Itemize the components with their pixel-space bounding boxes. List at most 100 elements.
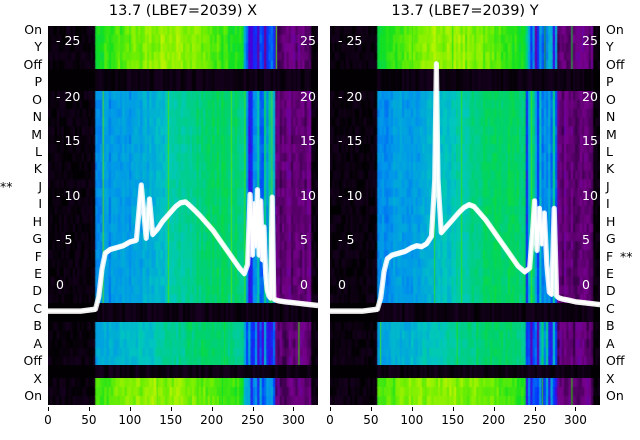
inner-ytick-label-right: 0 [338, 277, 346, 292]
heatmap-data-row [330, 26, 600, 69]
x-tick-mark-right [575, 407, 577, 411]
axis-category-label-left-I: I [38, 196, 42, 212]
axis-category-label-left-Y: Y [34, 39, 42, 55]
axis-category-label-right-P: P [606, 74, 614, 90]
inner-ytick-label-right: - 5 [338, 232, 355, 247]
axis-category-label-left-F: F [34, 248, 42, 264]
spectrogram-panel-right[interactable] [330, 26, 600, 405]
trace-path [330, 62, 600, 313]
axis-category-label-left-O: O [32, 91, 42, 107]
x-tick-mark-right [452, 407, 454, 411]
heatmap-right [330, 26, 600, 405]
inner-ytick-label-left: - 10 [56, 188, 81, 203]
inner-ytick-label-right-mirror: 25 [582, 33, 598, 48]
axis-category-label-right-D: D [606, 283, 616, 299]
x-tick-label-left: 150 [159, 413, 183, 427]
axis-category-label-right-Y: Y [606, 39, 614, 55]
x-tick-mark-left [252, 407, 254, 411]
inner-ytick-label-right-mirror: 15 [582, 133, 598, 148]
heatmap-data-row [48, 26, 318, 69]
heatmap-data-row [330, 378, 600, 405]
axis-category-label-right-H: H [606, 213, 616, 229]
heatmap-gap-row [330, 69, 600, 91]
axis-category-label-left-K: K [33, 161, 42, 177]
heatmap-gap-row [330, 303, 600, 322]
x-tick-label-right: 300 [564, 413, 587, 427]
x-tick-mark-left [293, 407, 295, 411]
axis-category-label-right-Off: Off [606, 353, 625, 369]
x-tick-label-right: 100 [400, 413, 424, 427]
inner-ytick-label-right-mirror: 0 [582, 277, 590, 292]
x-tick-mark-right [534, 407, 536, 411]
x-tick-label-left: 200 [200, 413, 224, 427]
inner-ytick-label-left: - 15 [56, 133, 81, 148]
axis-category-label-right-X: X [606, 370, 615, 386]
x-tick-mark-right [411, 407, 413, 411]
axis-category-label-left-On: On [24, 388, 42, 403]
trace-path [330, 61, 600, 314]
axis-category-label-left-J: J [38, 178, 42, 194]
x-tick-mark-left [88, 407, 90, 411]
inner-ytick-label-right: - 15 [338, 133, 363, 148]
inner-ytick-label-right-mirror: 20 [582, 89, 598, 104]
x-tick-mark-left [48, 407, 49, 411]
trace-path [48, 182, 318, 310]
x-tick-mark-left [211, 407, 213, 411]
trace-path [48, 186, 318, 314]
axis-category-label-right-I: I [606, 196, 610, 212]
heatmap-gap-row [48, 69, 318, 91]
inner-ytick-label-left: - 25 [56, 33, 81, 48]
axis-category-label-left-G: G [32, 231, 42, 247]
x-tick-mark-left [170, 407, 172, 411]
x-tick-label-right: 150 [441, 413, 465, 427]
x-tick-mark-right [330, 407, 331, 411]
axis-category-label-left-E: E [34, 266, 42, 281]
axis-category-label-left-D: D [32, 283, 42, 299]
axis-category-label-right-On: On [606, 22, 624, 37]
axis-category-label-right-G: G [606, 231, 616, 247]
white-trace-left [48, 182, 318, 314]
axis-category-label-left-L: L [35, 144, 42, 159]
heatmap-data-row [48, 378, 318, 405]
inner-ytick-label-left: - 5 [56, 232, 73, 247]
left-marker-asterisks: ** [0, 178, 13, 194]
axis-category-label-left-B: B [33, 318, 42, 334]
axis-category-label-right-B: B [606, 318, 615, 334]
axis-category-label-right-C: C [606, 300, 615, 316]
x-tick-label-left: 0 [44, 413, 52, 427]
axis-category-label-right-M: M [606, 126, 617, 142]
x-tick-label-left: 250 [241, 413, 264, 427]
axis-category-label-right-K: K [606, 161, 615, 177]
inner-ytick-label-left-mirror: 5 [300, 232, 308, 247]
inner-ytick-label-left-mirror: 25 [300, 33, 316, 48]
axis-category-label-right-F: F [606, 248, 614, 264]
axis-category-label-right-E: E [606, 266, 614, 281]
trace-path [330, 61, 600, 310]
x-tick-label-right: 50 [363, 413, 379, 427]
axis-category-label-right-L: L [606, 144, 613, 159]
axis-category-label-left-A: A [33, 335, 42, 351]
inner-ytick-label-left-mirror: 10 [300, 188, 316, 203]
axis-category-label-left-Off: Off [23, 353, 42, 369]
axis-category-label-left-Off: Off [23, 56, 42, 72]
inner-ytick-label-right: - 10 [338, 188, 363, 203]
x-tick-label-left: 300 [282, 413, 305, 427]
x-tick-label-left: 50 [81, 413, 97, 427]
axis-category-label-left-H: H [32, 213, 42, 229]
heatmap-gap-row [48, 365, 318, 378]
inner-ytick-label-left-mirror: 20 [300, 89, 316, 104]
axis-category-label-right-O: O [606, 91, 616, 107]
axis-category-label-right-N: N [606, 109, 616, 125]
x-tick-label-right: 250 [523, 413, 546, 427]
axis-category-label-left-C: C [33, 300, 42, 316]
panel-title-right: 13.7 (LBE7=2039) Y [391, 3, 539, 19]
axis-category-label-right-Off: Off [606, 56, 625, 72]
inner-ytick-label-left: - 20 [56, 89, 81, 104]
x-tick-mark-right [493, 407, 495, 411]
x-tick-label-right: 200 [482, 413, 506, 427]
x-tick-label-right: 0 [326, 413, 334, 427]
heatmap-data-row [48, 322, 318, 365]
heatmap-gap-row [330, 365, 600, 378]
axis-category-label-left-N: N [32, 109, 42, 125]
spectrogram-panel-left[interactable] [48, 26, 318, 405]
